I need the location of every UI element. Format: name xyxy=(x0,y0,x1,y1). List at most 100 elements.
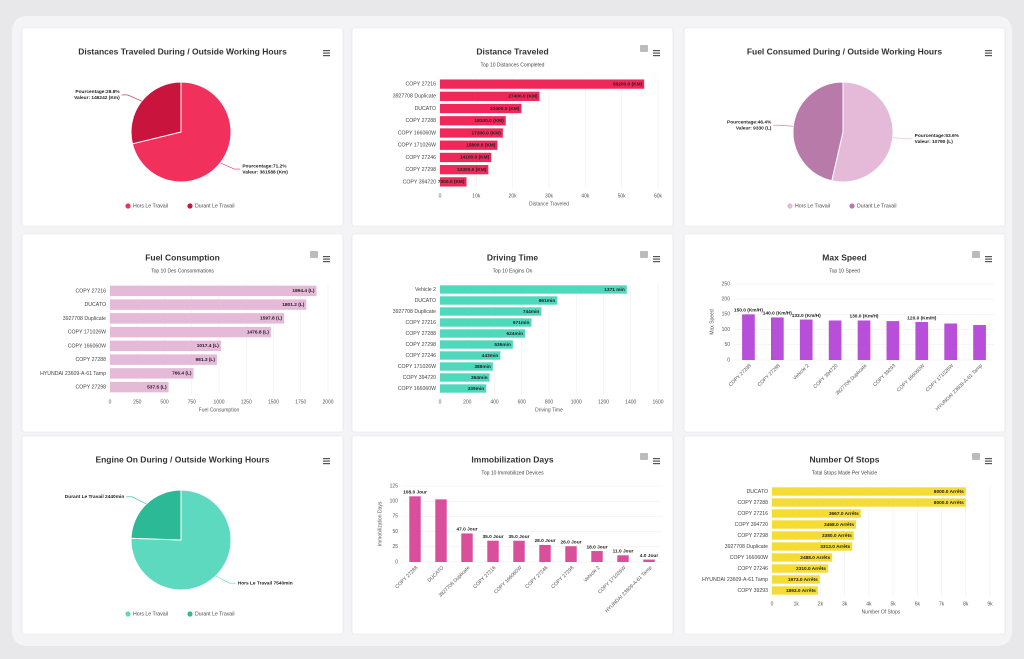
chart-subtitle: Top 10 Des Consommations xyxy=(151,268,214,274)
chart-subtitle: Top 10 Distances Completed xyxy=(481,62,545,68)
bar xyxy=(828,320,842,360)
card: Engine On During / Outside Working Hours… xyxy=(21,435,344,635)
data-label: 11.0 Jour xyxy=(613,549,634,555)
menu-button[interactable] xyxy=(323,256,330,263)
bar xyxy=(772,575,820,584)
y-tick-label: COPY 39293 xyxy=(738,588,769,594)
x-tick-label: 1000 xyxy=(213,399,224,405)
menu-button[interactable] xyxy=(653,256,660,263)
pie-slice xyxy=(131,81,232,183)
menu-button[interactable] xyxy=(653,458,660,465)
x-tick-label: 4k xyxy=(866,601,872,607)
data-label: 150.0 (Km/H) xyxy=(734,308,763,314)
menu-bar xyxy=(653,258,660,260)
x-tick-label: 250 xyxy=(133,399,142,405)
bar xyxy=(110,285,317,297)
bar xyxy=(915,322,929,360)
bar xyxy=(440,285,627,294)
data-label: 140.0 (Km/H) xyxy=(763,311,792,317)
menu-bar xyxy=(985,256,992,258)
bar xyxy=(440,351,501,360)
menu-button[interactable] xyxy=(985,256,992,263)
y-tick-label: COPY 166060W xyxy=(68,343,106,349)
y-tick-label: COPY 27216 xyxy=(406,81,437,87)
x-tick-label: 0 xyxy=(439,399,442,405)
leader-line xyxy=(215,575,236,584)
bar xyxy=(110,340,221,352)
y-tick-label: Vehicle 2 xyxy=(415,287,436,293)
data-label: 17300.0 (KM) xyxy=(472,130,502,136)
menu-button[interactable] xyxy=(985,458,992,465)
bar xyxy=(440,340,513,349)
menu-button[interactable] xyxy=(323,458,330,465)
x-tick-label: 200 xyxy=(463,399,472,405)
legend-label: Durant Le Travail xyxy=(195,203,235,209)
chart-title: Immobilization Days xyxy=(471,454,553,464)
y-tick-label: COPY 27246 xyxy=(406,155,437,161)
data-label: 1801.2 (L) xyxy=(282,302,305,308)
y-tick-label: COPY 27298 xyxy=(406,342,437,348)
x-tick-label: 500 xyxy=(160,399,169,405)
bar xyxy=(643,559,655,562)
menu-bar xyxy=(985,55,992,57)
data-label: 3667.0 Arrêts xyxy=(829,511,859,517)
export-icon xyxy=(972,251,980,258)
x-tick-label: 6k xyxy=(915,601,921,607)
y-tick-label: COPY 27246 xyxy=(406,353,437,359)
x-tick-label: 7k xyxy=(939,601,945,607)
data-label: 18.0 Jour xyxy=(586,544,607,550)
export-icon xyxy=(640,45,648,52)
menu-bar xyxy=(653,463,660,465)
y-tick-label: 250 xyxy=(722,281,731,287)
y-tick-label: 75 xyxy=(392,514,398,520)
data-label: 47.0 Jour xyxy=(456,527,477,533)
menu-button[interactable] xyxy=(985,50,992,57)
x-tick-label: 20k xyxy=(509,193,518,199)
data-label: 4.0 Jour xyxy=(640,553,659,559)
menu-button[interactable] xyxy=(653,50,660,57)
x-tick-label: 2k xyxy=(818,601,824,607)
data-label: 120.0 (Km/H) xyxy=(907,315,936,321)
data-label: 537.5 (L) xyxy=(147,384,167,390)
bar xyxy=(435,499,447,562)
y-tick-label: 3927708 Duplicate xyxy=(393,94,436,100)
legend-label: Hors Le Travail xyxy=(133,203,168,209)
card-bg xyxy=(683,233,1006,433)
y-tick-label: 3927708 Duplicate xyxy=(393,309,436,315)
data-label: Pourcentage:71.2% xyxy=(242,163,287,169)
data-label: 981.3 (L) xyxy=(195,357,215,363)
menu-bar xyxy=(985,50,992,52)
chart-subtitle: Top 10 Engins On xyxy=(493,268,533,274)
x-tick-label: 40k xyxy=(581,193,590,199)
data-label: 443min xyxy=(482,353,499,359)
bar xyxy=(440,128,503,138)
bar xyxy=(973,325,986,360)
y-tick-label: DUCATO xyxy=(415,298,436,304)
data-label: 8000.0 Arrêts xyxy=(934,500,964,506)
y-tick-label: HYUNDAI 23609-A-61 Tamp xyxy=(40,371,106,377)
chart-title: Number Of Stops xyxy=(810,454,880,464)
menu-bar xyxy=(985,463,992,465)
data-label: 13300.0 (KM) xyxy=(457,167,487,173)
chart-subtitle: Total Stops Made Per Vehicle xyxy=(812,470,878,476)
data-label: 2488.0 Arrêts xyxy=(800,555,830,561)
x-tick-label: 9k xyxy=(987,601,993,607)
bar xyxy=(772,553,833,562)
bar xyxy=(110,368,194,379)
x-axis-label: Driving Time xyxy=(535,407,563,413)
y-tick-label: 3927708 Duplicate xyxy=(725,544,768,550)
menu-bar xyxy=(323,463,330,465)
bar xyxy=(772,487,966,496)
menu-button[interactable] xyxy=(323,50,330,57)
x-tick-label: 400 xyxy=(490,399,499,405)
bar xyxy=(440,318,532,327)
menu-bar xyxy=(985,258,992,260)
card: Number Of Stops Total Stops Made Per Vehi… xyxy=(683,435,1006,635)
pie-slice xyxy=(831,81,894,183)
x-tick-label: 3k xyxy=(842,601,848,607)
legend-label: Durant Le Travail xyxy=(195,611,235,617)
bar xyxy=(440,116,506,126)
y-tick-label: DUCATO xyxy=(747,489,768,495)
y-tick-label: COPY 171026W xyxy=(398,143,436,149)
